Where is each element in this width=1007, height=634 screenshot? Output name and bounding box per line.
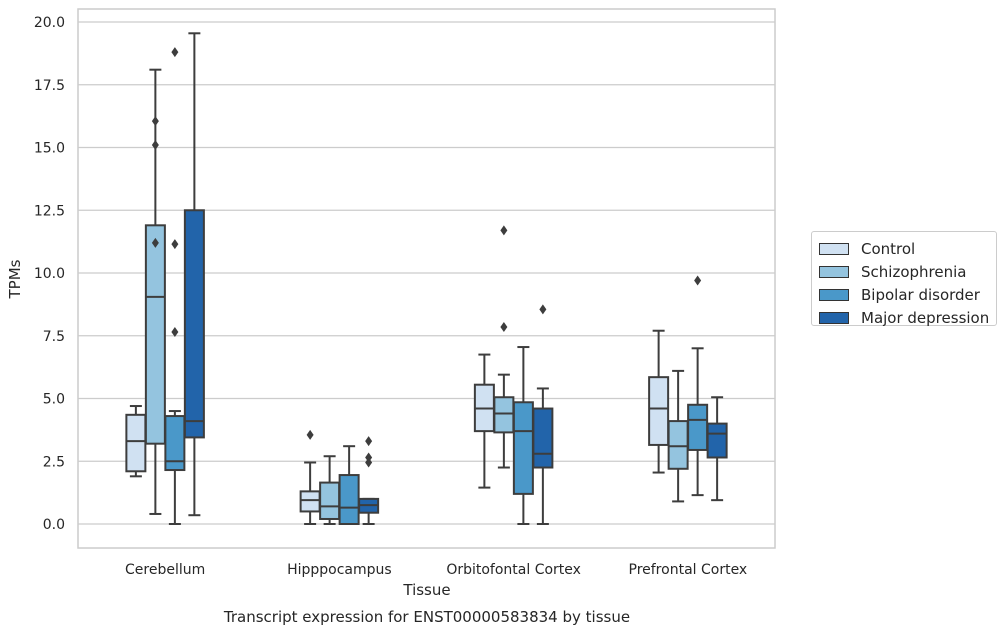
box-control-hipppocampus	[299, 429, 321, 525]
legend-swatch-bipolar-disorder	[819, 288, 849, 301]
box-schizophrenia-cerebellum	[144, 68, 166, 515]
outlier-major-depression-orbitofontal-cortex-0	[539, 304, 547, 315]
y-tick-label-17-5: 17.5	[34, 78, 65, 94]
iqr-box-schizophrenia-orbitofontal-cortex	[493, 396, 515, 434]
legend-label-bipolar-disorder: Bipolar disorder	[861, 285, 980, 304]
legend-label-major-depression: Major depression	[861, 308, 990, 327]
iqr-box-major-depression-orbitofontal-cortex	[532, 407, 554, 469]
box-major-depression-prefrontal-cortex	[706, 396, 728, 502]
plot-area-frame	[77, 8, 776, 549]
box-bipolar-disorder-cerebellum	[164, 47, 186, 525]
outlier-bipolar-disorder-prefrontal-cortex-0	[694, 275, 702, 286]
iqr-box-major-depression-prefrontal-cortex	[706, 422, 728, 459]
iqr-box-control-cerebellum	[125, 413, 147, 473]
outlier-bipolar-disorder-cerebellum-0	[171, 326, 179, 337]
legend-item-bipolar-disorder: Bipolar disorder	[819, 283, 996, 306]
x-tick-labels: Cerebellum Hipppocampus Orbitofontal Corte…	[125, 562, 747, 578]
iqr-box-bipolar-disorder-orbitofontal-cortex	[512, 401, 534, 495]
y-tick-label-12-5: 12.5	[34, 203, 65, 219]
iqr-box-bipolar-disorder-hipppocampus	[338, 474, 360, 525]
outlier-bipolar-disorder-cerebellum-2	[171, 47, 179, 58]
legend-label-control: Control	[861, 239, 916, 258]
outlier-schizophrenia-cerebellum-0	[151, 237, 159, 248]
outlier-schizophrenia-cerebellum-2	[151, 116, 159, 127]
y-tick-labels: 0.0 2.5 5.0 7.5 10.0 12.5 15.0 17.5 20.0	[34, 15, 65, 533]
chart-title: Transcript expression for ENST0000058383…	[223, 608, 630, 626]
legend-item-control: Control	[819, 237, 996, 260]
legend-swatch-schizophrenia	[819, 265, 849, 278]
box-major-depression-orbitofontal-cortex	[532, 304, 554, 525]
legend: Control Schizophrenia Bipolar disorder M…	[811, 231, 997, 329]
box-schizophrenia-hipppocampus	[319, 455, 341, 525]
box-major-depression-cerebellum	[183, 32, 205, 517]
iqr-box-control-hipppocampus	[299, 490, 321, 513]
x-tick-label-cerebellum: Cerebellum	[125, 562, 205, 578]
outlier-schizophrenia-orbitofontal-cortex-0	[500, 321, 508, 332]
y-tick-label-10-0: 10.0	[34, 266, 65, 282]
box-schizophrenia-orbitofontal-cortex	[493, 225, 515, 469]
outlier-schizophrenia-cerebellum-1	[151, 139, 159, 150]
outlier-control-hipppocampus-0	[306, 429, 314, 440]
iqr-box-bipolar-disorder-cerebellum	[164, 415, 186, 472]
legend-swatch-major-depression	[819, 311, 849, 324]
x-tick-label-orbitofontal-cortex: Orbitofontal Cortex	[446, 562, 581, 578]
box-control-prefrontal-cortex	[648, 329, 670, 474]
x-tick-label-prefrontal-cortex: Prefrontal Cortex	[629, 562, 748, 578]
iqr-box-major-depression-cerebellum	[183, 209, 205, 439]
boxes	[125, 32, 728, 525]
y-tick-label-7-5: 7.5	[43, 329, 65, 345]
y-axis-label: TPMs	[6, 259, 24, 299]
outlier-schizophrenia-orbitofontal-cortex-1	[500, 225, 508, 236]
iqr-box-schizophrenia-cerebellum	[144, 224, 166, 445]
y-tick-label-15-0: 15.0	[34, 141, 65, 157]
legend-label-schizophrenia: Schizophrenia	[861, 262, 967, 281]
outlier-major-depression-hipppocampus-1	[365, 452, 373, 463]
outlier-bipolar-disorder-cerebellum-1	[171, 239, 179, 250]
box-control-cerebellum	[125, 405, 147, 478]
box-bipolar-disorder-prefrontal-cortex	[687, 275, 709, 497]
x-tick-label-hipppocampus: Hipppocampus	[287, 562, 392, 578]
legend-swatch-control	[819, 242, 849, 255]
iqr-box-schizophrenia-prefrontal-cortex	[667, 420, 689, 470]
y-tick-label-0-0: 0.0	[43, 517, 65, 533]
y-tick-label-20-0: 20.0	[34, 15, 65, 31]
legend-item-major-depression: Major depression	[819, 306, 996, 329]
x-axis-label: Tissue	[402, 581, 450, 599]
box-control-orbitofontal-cortex	[473, 353, 495, 489]
y-tick-label-5-0: 5.0	[43, 392, 65, 408]
box-bipolar-disorder-hipppocampus	[338, 445, 360, 525]
iqr-box-control-prefrontal-cortex	[648, 376, 670, 446]
box-major-depression-hipppocampus	[358, 436, 380, 525]
iqr-box-schizophrenia-hipppocampus	[319, 481, 341, 520]
outlier-major-depression-hipppocampus-0	[365, 457, 373, 468]
box-bipolar-disorder-orbitofontal-cortex	[512, 346, 534, 525]
y-tick-label-2-5: 2.5	[43, 454, 65, 470]
legend-item-schizophrenia: Schizophrenia	[819, 260, 996, 283]
outlier-major-depression-hipppocampus-2	[365, 436, 373, 447]
iqr-box-bipolar-disorder-prefrontal-cortex	[687, 403, 709, 451]
box-schizophrenia-prefrontal-cortex	[667, 369, 689, 503]
